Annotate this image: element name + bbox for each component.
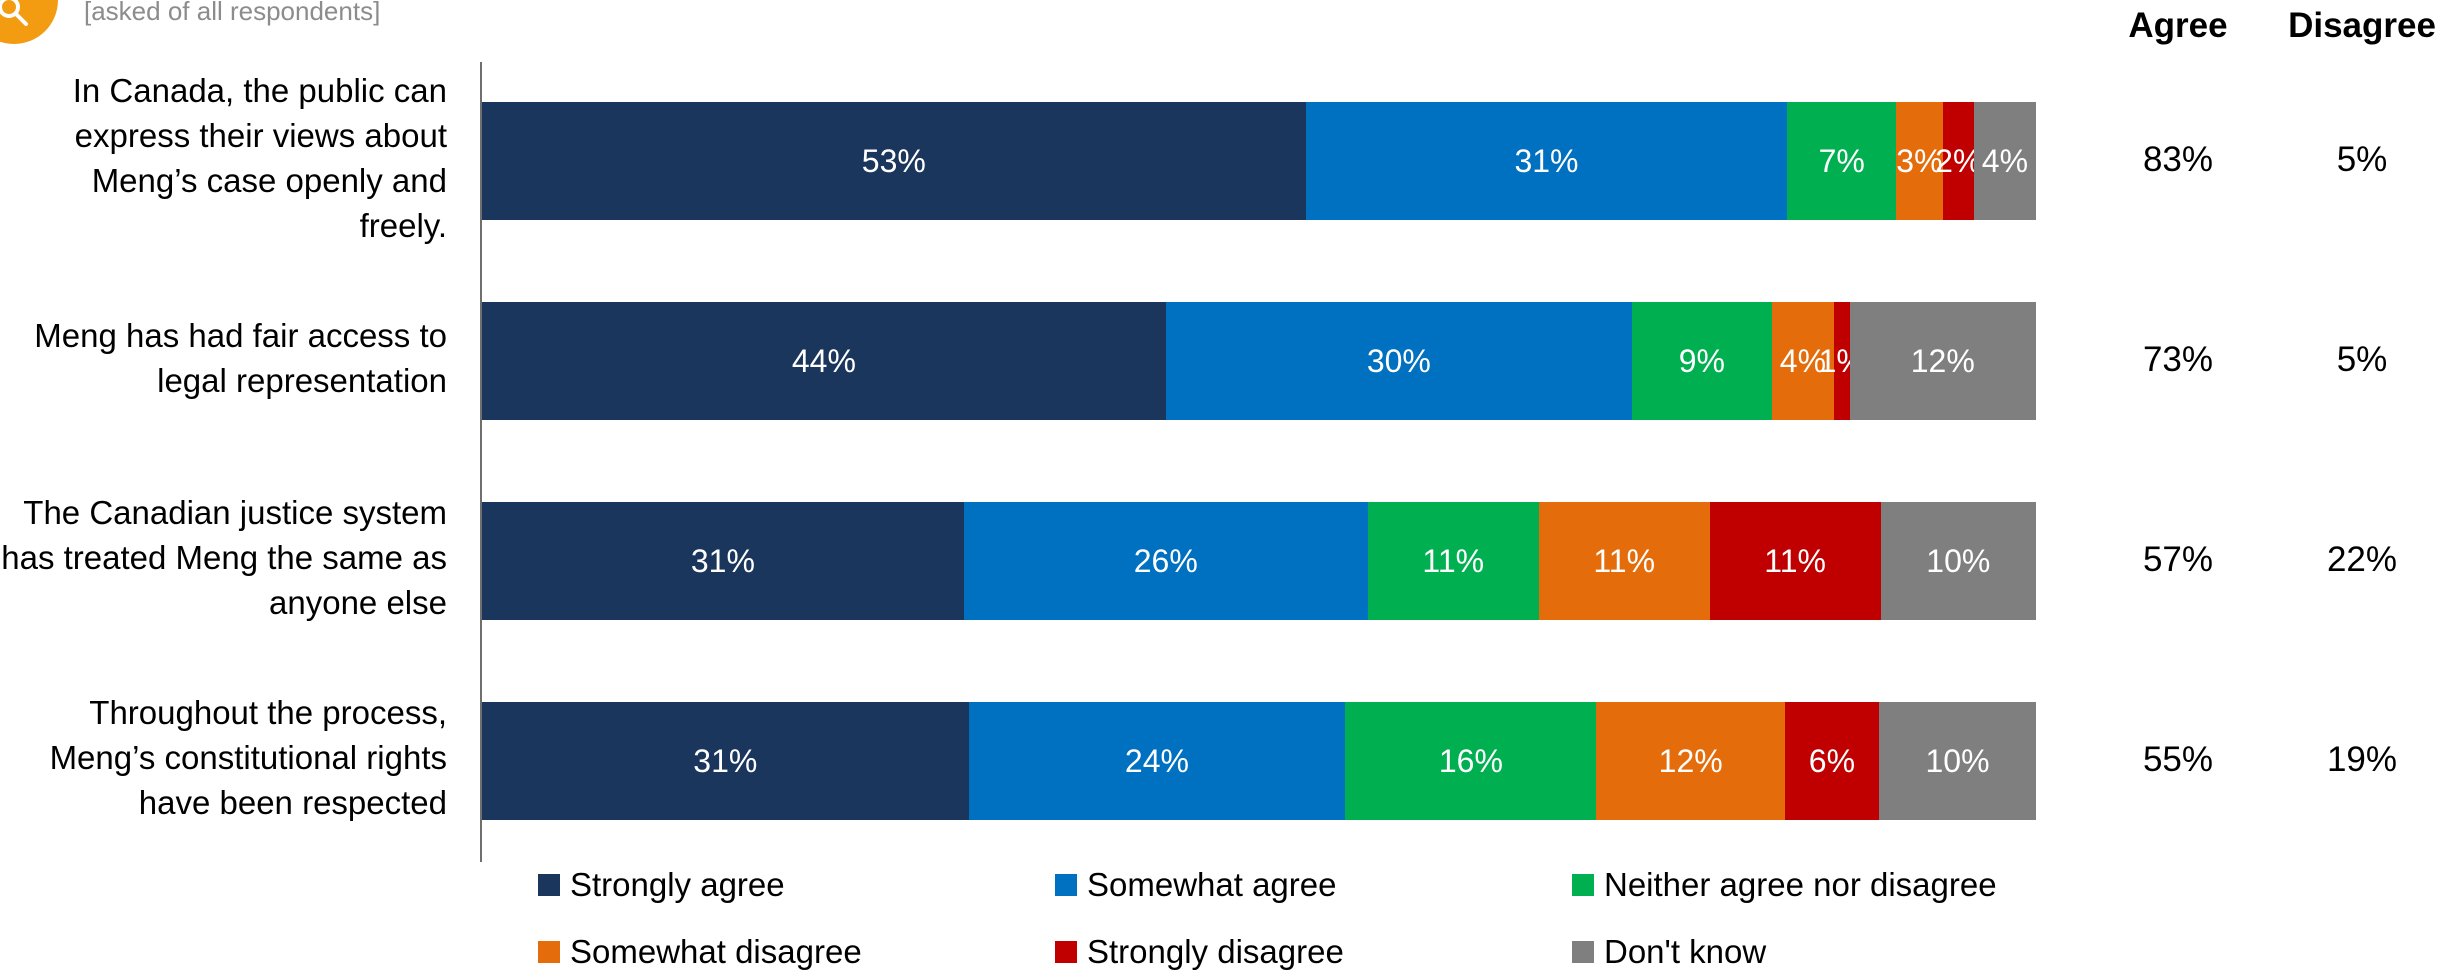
data-label: 2% <box>1935 142 1982 179</box>
bar-segment: 2% <box>1935 102 1981 220</box>
bar-segment: 10% <box>1880 502 2036 620</box>
bar-segment: 30% <box>1165 302 1632 420</box>
bar-segment: 26% <box>963 502 1368 620</box>
legend-label: Somewhat disagree <box>570 933 862 970</box>
bar-segment: 4% <box>1771 302 1834 420</box>
category-label: The Canadian justice system has treated … <box>1 494 447 621</box>
category-label: In Canada, the public can express their … <box>72 72 447 244</box>
data-label: 12% <box>1658 742 1723 779</box>
bar-segment: 10% <box>1879 702 2036 820</box>
legend-swatch <box>1055 874 1077 896</box>
bar-row: 31% 24% 16% 12% 6% 10% <box>482 702 2036 820</box>
data-label: 12% <box>1910 342 1975 379</box>
agree-total: 83% <box>2142 140 2214 179</box>
bar-segment: 31% <box>482 502 964 620</box>
disagree-total: 5% <box>2336 140 2388 179</box>
data-label: 4% <box>1779 342 1827 379</box>
agree-column-header: Agree <box>2128 6 2228 45</box>
data-label: 3% <box>1896 142 1943 179</box>
bar-segment: 6% <box>1784 702 1880 820</box>
bar-segment: 3% <box>1896 102 1943 220</box>
bar-row: 44% 30% 9% 4% 1% 12% <box>482 302 2036 420</box>
data-label: 4% <box>1981 142 2029 179</box>
data-label: 16% <box>1438 742 1503 779</box>
legend-swatch <box>1572 874 1594 896</box>
legend-label: Strongly agree <box>570 866 785 903</box>
bar-row: 53% 31% 7% 3% 2% 4% <box>482 102 2036 220</box>
data-label: 10% <box>1926 542 1991 579</box>
bar-segment: 44% <box>482 302 1166 420</box>
legend-item: Somewhat disagree <box>538 933 862 971</box>
disagree-total: 19% <box>2326 740 2398 779</box>
category-label: Throughout the process, Meng’s constitut… <box>49 694 447 821</box>
legend-item: Don't know <box>1572 933 1766 971</box>
data-label: 6% <box>1808 742 1856 779</box>
legend-item: Neither agree nor disagree <box>1572 866 1997 904</box>
bar-segment: 11% <box>1709 502 1881 620</box>
bar-segment: 24% <box>968 702 1346 820</box>
legend-item: Strongly disagree <box>1055 933 1344 971</box>
bar-segment: 7% <box>1787 102 1897 220</box>
data-label: 11% <box>1422 542 1485 579</box>
data-label: 10% <box>1925 742 1990 779</box>
legend-label: Don't know <box>1604 933 1767 970</box>
data-label: 30% <box>1366 342 1431 379</box>
bar-segment: 12% <box>1596 702 1785 820</box>
chart-subtitle: [asked of all respondents] <box>84 0 381 26</box>
legend-swatch <box>1572 941 1594 963</box>
agree-total: 57% <box>2142 540 2214 579</box>
data-label: 26% <box>1133 542 1198 579</box>
bar-segment: 12% <box>1849 302 2036 420</box>
bar-row: 31% 26% 11% 11% 11% 10% <box>482 502 2036 620</box>
data-label: 53% <box>861 142 926 179</box>
bar-segment: 16% <box>1345 702 1597 820</box>
data-label: 11% <box>1593 542 1656 579</box>
bar-segment: 1% <box>1819 302 1865 420</box>
bar-segment: 4% <box>1973 102 2036 220</box>
bar-segment: 31% <box>482 702 969 820</box>
legend-label: Somewhat agree <box>1087 866 1337 903</box>
data-label: 11% <box>1764 542 1826 579</box>
legend-swatch <box>538 874 560 896</box>
data-label: 7% <box>1818 142 1865 179</box>
data-label: 9% <box>1678 342 1725 379</box>
data-label: 31% <box>690 542 755 579</box>
legend-swatch <box>1055 941 1077 963</box>
legend-label: Strongly disagree <box>1087 933 1344 970</box>
bar-segment: 9% <box>1631 302 1772 420</box>
bar-segment: 31% <box>1305 102 1788 220</box>
disagree-column-header: Disagree <box>2288 6 2436 45</box>
agree-total: 55% <box>2142 740 2214 779</box>
disagree-total: 5% <box>2336 340 2388 379</box>
legend-item: Somewhat agree <box>1055 866 1336 904</box>
data-label: 31% <box>693 742 758 779</box>
bar-segment: 11% <box>1538 502 1710 620</box>
category-label: Meng has had fair access to legal repres… <box>34 317 447 399</box>
search-icon <box>0 0 58 44</box>
bar-segment: 53% <box>482 102 1306 220</box>
legend-swatch <box>538 941 560 963</box>
category-axis-line <box>480 62 482 862</box>
bar-segment: 11% <box>1367 502 1539 620</box>
legend-label: Neither agree nor disagree <box>1604 866 1997 903</box>
data-label: 31% <box>1514 142 1579 179</box>
legend-item: Strongly agree <box>538 866 785 904</box>
disagree-total: 22% <box>2326 540 2398 579</box>
data-label: 44% <box>791 342 856 379</box>
data-label: 24% <box>1124 742 1189 779</box>
agree-total: 73% <box>2142 340 2214 379</box>
